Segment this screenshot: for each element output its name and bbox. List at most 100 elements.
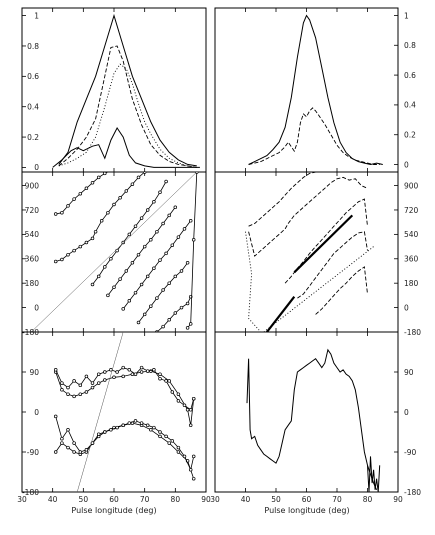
data-point <box>173 274 178 279</box>
data-point <box>90 381 95 385</box>
data-point <box>127 232 132 237</box>
data-point <box>158 376 162 381</box>
series-line-1 <box>55 370 195 426</box>
data-point <box>121 423 125 428</box>
data-point <box>99 219 104 223</box>
y-tick-label: 90 <box>29 368 39 377</box>
data-point <box>84 240 89 245</box>
data-point <box>84 448 89 452</box>
data-point <box>173 205 178 210</box>
data-point <box>176 450 181 454</box>
y-tick-label: -90 <box>404 448 416 457</box>
data-point <box>188 219 193 223</box>
data-point <box>139 282 144 287</box>
data-point <box>84 374 89 379</box>
data-point <box>182 403 187 408</box>
plot-frame <box>214 7 399 173</box>
data-point <box>78 450 83 454</box>
data-point <box>161 288 165 292</box>
series-line-1 <box>248 172 322 227</box>
data-point <box>167 281 171 285</box>
series-line-3 <box>58 63 197 168</box>
data-point <box>167 318 171 322</box>
series-line-8 <box>266 296 296 332</box>
y-tick-label: 0.6 <box>27 72 39 81</box>
y-tick-label: -180 <box>404 488 421 497</box>
data-point <box>164 179 168 184</box>
data-point <box>53 450 58 454</box>
data-point <box>66 204 70 208</box>
data-point <box>145 423 150 428</box>
data-point <box>185 326 190 330</box>
series-line-5 <box>122 220 192 310</box>
y-tick-label: 720 <box>25 206 40 215</box>
data-point <box>78 244 83 249</box>
data-point <box>106 210 110 215</box>
data-point <box>149 238 153 242</box>
x-tick-label: 50 <box>271 495 281 504</box>
data-point <box>149 428 153 432</box>
data-point <box>158 258 162 262</box>
data-point <box>170 439 175 443</box>
x-tick-label: 60 <box>302 495 312 504</box>
data-point <box>158 372 162 376</box>
data-point <box>60 388 64 392</box>
data-point <box>133 372 138 376</box>
series-line-1 <box>55 172 109 215</box>
data-point <box>90 282 95 287</box>
y-tick-label: 0.2 <box>27 133 39 142</box>
series-line-2 <box>367 456 381 492</box>
x-tick-label: 30 <box>210 495 220 504</box>
series-line-2 <box>248 107 380 165</box>
x-tick-label: 70 <box>332 495 342 504</box>
series-line-1 <box>248 14 383 166</box>
y-tick-label: -180 <box>22 488 39 497</box>
data-point <box>142 172 147 174</box>
data-point <box>136 175 141 180</box>
series-line-4 <box>52 127 200 168</box>
x-tick-label: 90 <box>201 495 211 504</box>
data-point <box>130 182 135 186</box>
x-tick-label: 40 <box>241 495 251 504</box>
y-tick-label: 0.4 <box>27 103 39 112</box>
x-tick-label: 60 <box>109 495 119 504</box>
y-tick-label: 540 <box>25 230 40 239</box>
series-line-9 <box>31 172 197 332</box>
series-group <box>246 348 381 492</box>
data-point <box>167 379 171 383</box>
data-point <box>66 385 70 390</box>
data-point <box>127 368 132 372</box>
data-point <box>121 374 125 379</box>
data-point <box>103 172 107 176</box>
data-point <box>124 269 129 273</box>
y-tick-label: 180 <box>404 279 419 288</box>
data-point <box>133 419 138 423</box>
series-line-1 <box>58 13 197 167</box>
data-point <box>142 244 147 249</box>
data-point <box>90 236 95 241</box>
data-point <box>78 392 83 396</box>
data-point <box>167 213 171 218</box>
data-point <box>90 385 95 390</box>
series-line-2 <box>248 176 368 257</box>
y-tick-label: 0.2 <box>404 131 416 140</box>
y-tick-label: 1 <box>404 11 409 20</box>
data-point <box>115 370 119 374</box>
y-tick-label: 0 <box>404 160 409 169</box>
x-tick-label: 80 <box>363 495 373 504</box>
x-tick-label: 30 <box>17 495 27 504</box>
data-point <box>152 200 156 204</box>
plot-frame <box>214 171 399 333</box>
data-point <box>149 304 153 308</box>
data-point <box>179 269 184 273</box>
data-point <box>182 454 187 459</box>
data-point <box>72 441 76 445</box>
data-point <box>188 468 193 472</box>
data-point <box>106 293 110 298</box>
data-point <box>96 372 101 376</box>
x-tick-label: 40 <box>48 495 58 504</box>
y-tick-label: 90 <box>404 368 414 377</box>
plot-frame <box>21 7 207 173</box>
data-point <box>72 379 76 383</box>
